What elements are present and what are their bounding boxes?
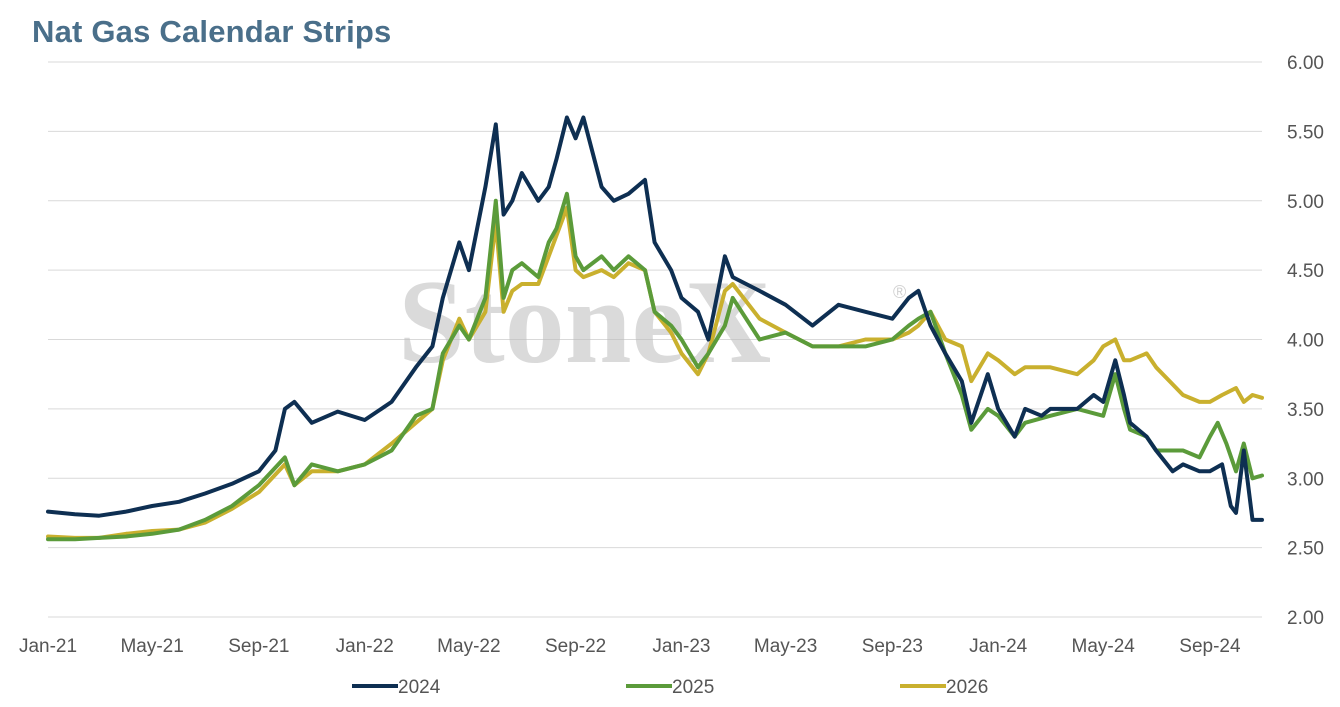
x-axis-ticks: Jan-21 May-21 Sep-21 Jan-22 May-22 Sep-22 Jan-… — [19, 636, 1241, 657]
x-tick-label: Sep-22 — [545, 636, 606, 657]
y-tick-label: 3.00 — [1287, 469, 1324, 490]
legend-label-2025: 2025 — [672, 677, 714, 698]
x-tick-label: May-23 — [754, 636, 817, 657]
x-tick-label: May-24 — [1072, 636, 1136, 657]
watermark-registered-mark: ® — [893, 282, 906, 302]
y-tick-label: 6.00 — [1287, 53, 1324, 74]
x-tick-label: Jan-23 — [652, 636, 710, 657]
legend: 2024 2025 2026 — [352, 677, 988, 698]
x-tick-label: Jan-21 — [19, 636, 77, 657]
legend-label-2024: 2024 — [398, 677, 441, 698]
x-tick-label: Jan-24 — [969, 636, 1028, 657]
x-tick-label: Sep-24 — [1179, 636, 1241, 657]
y-tick-label: 4.00 — [1287, 331, 1324, 352]
y-tick-label: 3.50 — [1287, 400, 1324, 421]
x-tick-label: Sep-23 — [862, 636, 923, 657]
x-tick-label: Sep-21 — [228, 636, 289, 657]
legend-label-2026: 2026 — [946, 677, 988, 698]
x-tick-label: Jan-22 — [336, 636, 394, 657]
y-axis-ticks: 2.00 2.50 3.00 3.50 4.00 4.50 5.00 5.50 6.00 — [1287, 53, 1324, 629]
y-tick-label: 2.50 — [1287, 539, 1324, 560]
x-tick-label: May-21 — [120, 636, 183, 657]
y-tick-label: 2.00 — [1287, 608, 1324, 629]
y-tick-label: 4.50 — [1287, 261, 1324, 282]
y-tick-label: 5.50 — [1287, 122, 1324, 143]
x-tick-label: May-22 — [437, 636, 500, 657]
y-tick-label: 5.00 — [1287, 192, 1324, 213]
